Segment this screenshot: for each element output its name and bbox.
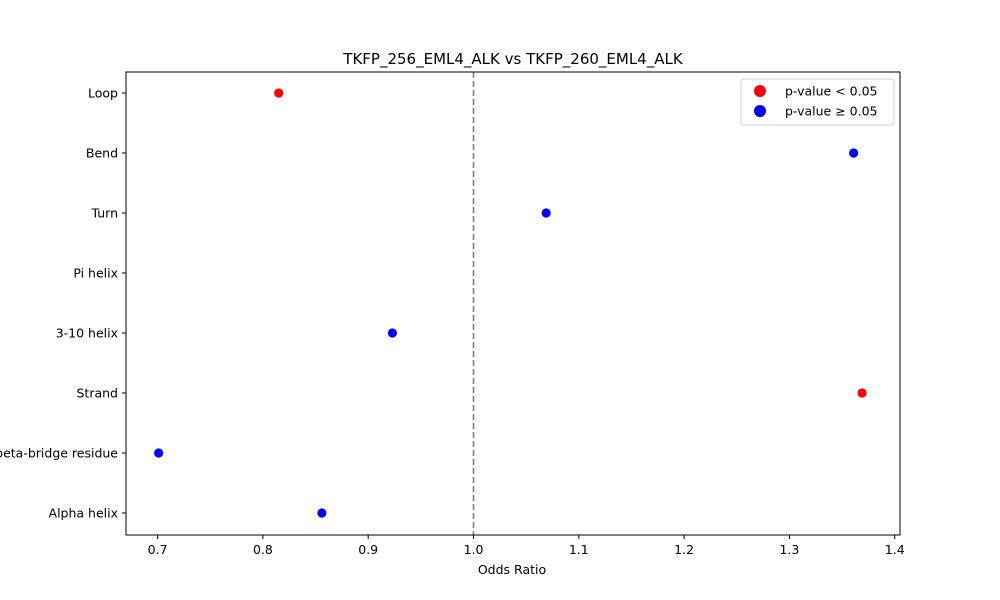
data-point <box>317 508 327 518</box>
data-point <box>849 148 859 158</box>
data-point <box>154 448 164 458</box>
legend-label: p-value < 0.05 <box>785 84 878 99</box>
y-tick-label: Isolated beta-bridge residue <box>0 446 118 461</box>
y-tick-label: Bend <box>86 146 118 161</box>
x-tick-label: 0.9 <box>358 542 378 557</box>
data-point <box>857 388 867 398</box>
y-tick-label: Strand <box>77 386 119 401</box>
x-tick-label: 1.0 <box>464 542 484 557</box>
x-axis: 0.7 0.8 0.9 1.0 1.1 1.2 1.3 1.4 <box>148 535 905 557</box>
x-tick-label: 1.3 <box>779 542 799 557</box>
x-tick-label: 1.4 <box>885 542 905 557</box>
y-axis: Loop Bend Turn Pi helix 3-10 helix Strand Isol… <box>0 86 126 521</box>
data-points <box>154 88 867 518</box>
x-tick-label: 0.7 <box>148 542 168 557</box>
y-tick-label: Turn <box>90 206 118 221</box>
y-tick-label: Alpha helix <box>49 506 118 521</box>
legend-marker-icon <box>754 105 766 117</box>
chart-title: TKFP_256_EML4_ALK vs TKFP_260_EML4_ALK <box>342 50 684 69</box>
y-tick-label: Pi helix <box>73 266 118 281</box>
x-axis-label: Odds Ratio <box>478 562 546 577</box>
data-point <box>387 328 398 338</box>
legend-marker-icon <box>754 85 766 97</box>
y-tick-label: Loop <box>88 86 118 101</box>
y-tick-label: 3-10 helix <box>56 326 118 341</box>
plot-area-frame <box>125 71 901 536</box>
x-tick-label: 1.2 <box>674 542 694 557</box>
x-tick-label: 1.1 <box>569 542 589 557</box>
data-point <box>274 88 284 98</box>
legend-box <box>740 78 895 126</box>
legend-label: p-value ≥ 0.05 <box>785 104 878 119</box>
legend: p-value < 0.05 p-value ≥ 0.05 <box>740 78 895 126</box>
data-point <box>541 208 551 218</box>
x-tick-label: 0.8 <box>253 542 273 557</box>
